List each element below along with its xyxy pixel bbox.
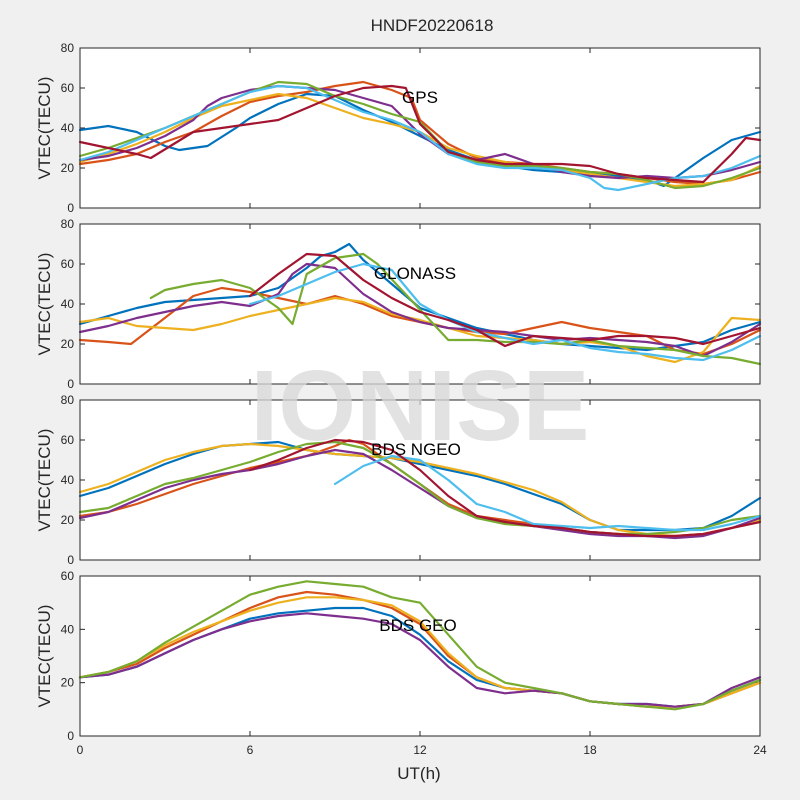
y-tick-label: 60 (61, 569, 75, 583)
y-tick-label: 20 (61, 513, 75, 527)
y-tick-label: 0 (67, 201, 74, 215)
series-line-4 (78, 580, 762, 711)
x-tick-label: 24 (753, 743, 767, 757)
series-line-4 (78, 440, 762, 536)
series-line-6 (248, 438, 762, 538)
x-axis-label: UT(h) (397, 764, 440, 783)
panel-1: 0 20 40 60 80 GLONASS VTEC(TECU) (35, 217, 762, 391)
y-tick-label: 40 (61, 297, 75, 311)
x-tick-label: 0 (77, 743, 84, 757)
series-line-5 (248, 262, 762, 362)
series-line-2 (78, 296, 762, 364)
series-line-3 (78, 612, 762, 708)
panel-label: GLONASS (374, 264, 456, 283)
y-tick-label: 80 (61, 393, 75, 407)
y-tick-label: 20 (61, 337, 75, 351)
panel-label: GPS (402, 88, 438, 107)
y-tick-label: 60 (61, 81, 75, 95)
x-tick-label: 6 (247, 743, 254, 757)
y-tick-label: 0 (67, 729, 74, 743)
y-axis-label: VTEC(TECU) (35, 605, 54, 708)
panel-2: 0 20 40 60 80 BDS NGEO VTEC(TECU) (35, 393, 762, 567)
series-line-0 (78, 242, 762, 352)
series-line-3 (78, 262, 762, 358)
series-line-5 (78, 84, 762, 192)
axes-box (79, 575, 761, 737)
y-tick-label: 60 (61, 257, 75, 271)
chart-panels: 020406080GPSVTEC(TECU)020406080GLONASSVT… (35, 41, 767, 757)
series-line-5 (333, 454, 762, 532)
panel-label: BDS NGEO (371, 440, 461, 459)
y-axis-label: VTEC(TECU) (35, 429, 54, 532)
panel-3: 0 20 40 60 0 6 12 18 24 BDS GEO VTEC(TECU) (35, 569, 767, 757)
y-tick-label: 40 (61, 473, 75, 487)
watermark: IONISE (251, 350, 590, 462)
series-line-0 (78, 440, 762, 532)
series-line-6 (78, 84, 762, 184)
y-tick-label: 0 (67, 377, 74, 391)
series-line-6 (248, 252, 762, 348)
y-tick-label: 80 (61, 41, 75, 55)
y-tick-label: 40 (61, 121, 75, 135)
panel-label: BDS GEO (379, 616, 456, 635)
x-tick-label: 12 (413, 743, 427, 757)
panel-0: 0 20 40 60 80 GPS VTEC(TECU) (35, 41, 762, 215)
x-tick-label: 18 (583, 743, 597, 757)
plot-area (80, 576, 760, 736)
y-tick-label: 20 (61, 676, 75, 690)
axes-box (79, 47, 761, 209)
y-tick-label: 20 (61, 161, 75, 175)
y-tick-label: 40 (61, 622, 75, 636)
y-axis-label: VTEC(TECU) (35, 77, 54, 180)
chart-title: HNDF20220618 (371, 16, 494, 35)
y-tick-label: 0 (67, 553, 74, 567)
y-axis-label: VTEC(TECU) (35, 253, 54, 356)
axes-box (79, 399, 761, 561)
y-tick-label: 80 (61, 217, 75, 231)
y-tick-label: 60 (61, 433, 75, 447)
axes-box (79, 223, 761, 385)
series-line-4 (149, 252, 762, 366)
